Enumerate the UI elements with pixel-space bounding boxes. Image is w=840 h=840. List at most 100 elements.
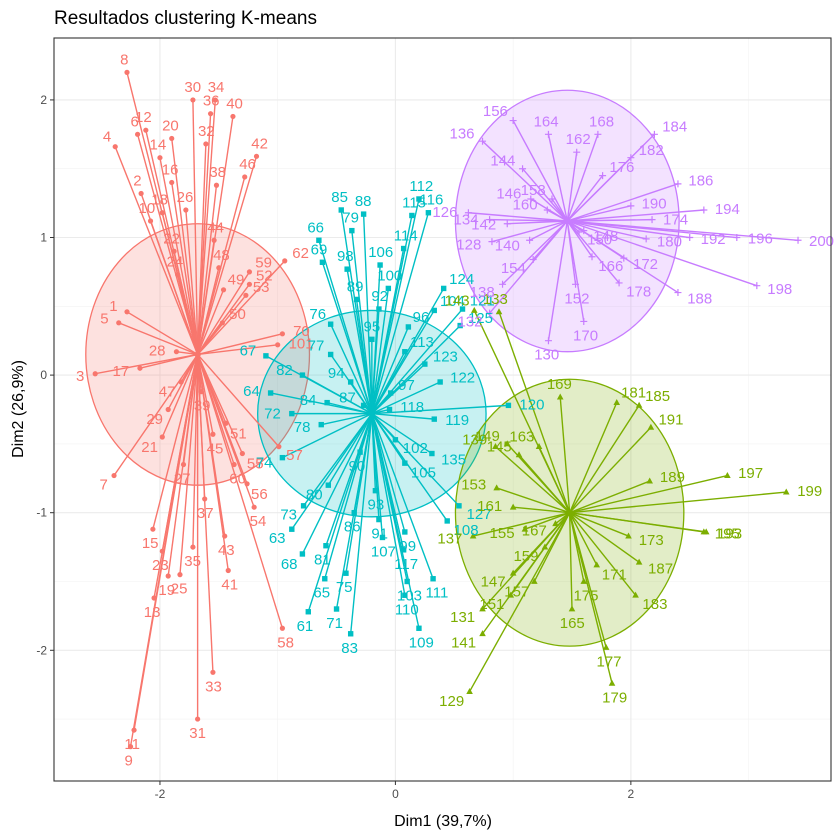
point-label-8: 8: [120, 51, 128, 68]
point-41: [225, 567, 231, 574]
point-102: [392, 437, 399, 443]
point-label-78: 78: [294, 419, 311, 436]
point-4: [112, 144, 118, 150]
point-8: [124, 69, 130, 75]
segment-59: [197, 271, 251, 355]
point-135: [429, 450, 435, 457]
point-label-123: 123: [433, 349, 458, 366]
point-138: [499, 280, 507, 288]
point-37: [202, 496, 208, 502]
point-label-100: 100: [377, 267, 402, 284]
point-label-76: 76: [309, 306, 326, 323]
cluster-2-center: [368, 410, 376, 417]
segment-96: [371, 326, 410, 414]
point-183: [632, 591, 639, 598]
point-label-31: 31: [189, 725, 206, 742]
segment-144: [522, 168, 568, 222]
point-160: [543, 206, 551, 214]
point-label-48: 48: [213, 247, 230, 264]
point-150: [575, 228, 583, 236]
point-label-74: 74: [256, 455, 273, 472]
point-label-103: 103: [397, 587, 422, 604]
point-label-62: 62: [292, 245, 309, 262]
point-112: [416, 196, 422, 202]
point-178: [615, 279, 623, 287]
point-label-169: 169: [547, 376, 572, 393]
point-label-43: 43: [218, 542, 235, 559]
segment-116: [371, 212, 430, 414]
point-137: [469, 532, 477, 539]
point-label-159: 159: [513, 548, 538, 565]
point-label-3: 3: [76, 368, 84, 385]
point-label-91: 91: [371, 526, 388, 543]
point-label-173: 173: [639, 532, 664, 549]
segment-181: [569, 402, 618, 513]
point-196: [733, 234, 741, 242]
point-54: [251, 504, 257, 510]
segment-1: [126, 311, 198, 356]
point-53: [243, 292, 249, 298]
point-label-145: 145: [487, 439, 512, 456]
point-70: [279, 331, 285, 337]
point-label-13: 13: [144, 604, 161, 621]
segment-135: [371, 413, 433, 455]
point-label-37: 37: [197, 505, 214, 522]
cluster-1-center: [194, 351, 201, 358]
point-63: [289, 526, 295, 532]
point-label-73: 73: [280, 507, 297, 524]
point-label-61: 61: [297, 618, 314, 635]
point-141: [479, 630, 486, 637]
point-10: [147, 218, 154, 224]
point-label-199: 199: [797, 483, 822, 500]
point-label-144: 144: [490, 152, 515, 169]
point-33: [210, 669, 216, 675]
point-75: [343, 570, 349, 576]
point-179: [608, 679, 616, 686]
segment-174: [567, 218, 653, 222]
point-125: [457, 322, 463, 329]
point-label-178: 178: [626, 283, 651, 300]
point-label-108: 108: [454, 522, 479, 539]
segment-94: [350, 381, 373, 415]
point-label-191: 191: [658, 411, 683, 428]
segment-36: [196, 113, 212, 355]
point-label-83: 83: [341, 640, 358, 657]
point-label-198: 198: [767, 281, 792, 298]
point-label-133: 133: [483, 291, 508, 308]
segment-79: [351, 230, 373, 414]
segment-15: [152, 354, 199, 530]
cluster-4-center: [564, 217, 571, 225]
point-label-180: 180: [657, 233, 682, 250]
y-axis-ticks: -2 -1 0 1 2: [36, 93, 54, 657]
point-163: [535, 443, 543, 450]
segment-126: [468, 212, 568, 222]
point-label-56: 56: [251, 486, 268, 503]
segment-137: [472, 512, 570, 537]
point-21: [159, 434, 165, 440]
point-label-94: 94: [328, 365, 345, 382]
point-label-194: 194: [715, 201, 740, 218]
segment-153: [496, 487, 570, 514]
segment-157: [533, 512, 571, 582]
point-23: [159, 548, 165, 554]
point-95: [369, 336, 375, 343]
point-148: [580, 227, 588, 235]
plot-border: [53, 37, 832, 782]
point-67: [263, 353, 269, 359]
point-55: [239, 450, 245, 457]
point-label-1: 1: [109, 298, 117, 315]
point-label-112: 112: [409, 178, 433, 195]
point-label-34: 34: [208, 79, 225, 96]
point-149: [503, 440, 511, 447]
segment-100: [371, 288, 390, 414]
segment-69: [321, 262, 373, 414]
point-133: [495, 308, 503, 315]
point-label-132: 132: [457, 314, 482, 331]
point-192: [686, 234, 694, 242]
point-14: [157, 155, 163, 161]
point-40: [230, 113, 236, 120]
point-label-140: 140: [495, 237, 520, 254]
point-label-92: 92: [371, 288, 388, 305]
segment-23: [161, 354, 199, 552]
point-88: [360, 211, 367, 217]
